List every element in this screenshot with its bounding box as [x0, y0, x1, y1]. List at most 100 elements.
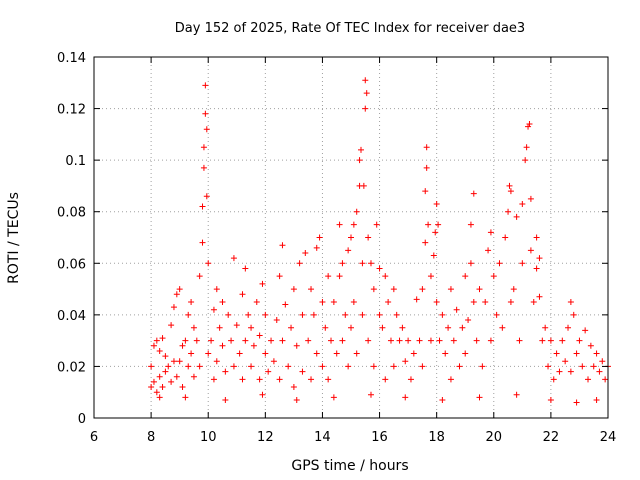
data-point: [228, 337, 235, 344]
data-point: [533, 265, 540, 272]
data-point: [219, 342, 226, 349]
data-point: [433, 200, 440, 207]
data-point: [325, 376, 332, 383]
data-point: [239, 376, 246, 383]
data-point: [536, 255, 543, 262]
chart-title: Day 152 of 2025, Rate Of TEC Index for r…: [175, 21, 525, 36]
data-point: [230, 255, 237, 262]
data-point: [353, 208, 360, 215]
data-point: [233, 322, 240, 329]
data-point: [222, 396, 229, 403]
data-point: [576, 337, 583, 344]
data-point: [242, 337, 249, 344]
data-point: [396, 337, 403, 344]
data-point: [376, 311, 383, 318]
data-point: [190, 373, 197, 380]
data-point: [256, 376, 263, 383]
data-point: [416, 337, 423, 344]
data-point: [248, 324, 255, 331]
data-point: [276, 273, 283, 280]
data-point: [259, 280, 266, 287]
data-point: [506, 182, 513, 189]
data-point: [313, 244, 320, 251]
data-point: [539, 337, 546, 344]
y-tick-label: 0.14: [57, 51, 86, 66]
data-point: [585, 376, 592, 383]
data-point: [330, 394, 337, 401]
data-point: [203, 126, 210, 133]
data-point: [162, 368, 169, 375]
data-point: [465, 317, 472, 324]
data-point: [190, 324, 197, 331]
data-point: [507, 298, 514, 305]
data-point: [148, 384, 155, 391]
data-point: [507, 188, 514, 195]
data-point: [185, 311, 192, 318]
data-point: [527, 195, 534, 202]
data-point: [330, 298, 337, 305]
data-point: [573, 399, 580, 406]
data-point: [213, 286, 220, 293]
x-tick-label: 6: [90, 430, 98, 445]
data-point: [350, 221, 357, 228]
data-point: [487, 337, 494, 344]
data-point: [357, 146, 364, 153]
data-point: [370, 286, 377, 293]
data-point: [402, 394, 409, 401]
data-point: [156, 373, 163, 380]
data-point: [213, 358, 220, 365]
data-point: [390, 286, 397, 293]
data-point: [373, 221, 380, 228]
data-point: [333, 350, 340, 357]
data-point: [153, 389, 160, 396]
data-point: [513, 213, 520, 220]
data-point: [173, 373, 180, 380]
data-point: [262, 311, 269, 318]
data-point: [559, 337, 566, 344]
data-point: [202, 110, 209, 117]
data-point: [282, 301, 289, 308]
data-point: [593, 396, 600, 403]
data-point: [439, 311, 446, 318]
x-tick-label: 18: [428, 430, 445, 445]
data-point: [413, 296, 420, 303]
data-point: [176, 358, 183, 365]
data-point: [353, 350, 360, 357]
data-point: [423, 144, 430, 151]
data-point: [510, 286, 517, 293]
data-point: [222, 368, 229, 375]
data-point: [582, 327, 589, 334]
data-point: [210, 306, 217, 313]
data-point: [490, 273, 497, 280]
data-point: [547, 396, 554, 403]
plot-frame: [93, 56, 609, 419]
data-point: [422, 239, 429, 246]
data-point: [367, 260, 374, 267]
data-point: [502, 234, 509, 241]
data-point: [387, 337, 394, 344]
data-point: [199, 203, 206, 210]
data-point: [399, 324, 406, 331]
y-axis-label: ROTI / TECUs: [6, 192, 22, 284]
data-point: [236, 350, 243, 357]
x-tick-label: 10: [200, 430, 217, 445]
data-point: [293, 342, 300, 349]
y-tick-label: 0.02: [57, 360, 86, 375]
data-point: [522, 157, 529, 164]
data-point: [302, 249, 309, 256]
data-point: [467, 221, 474, 228]
data-point: [363, 90, 370, 97]
data-point: [239, 291, 246, 298]
data-point: [450, 337, 457, 344]
data-point: [473, 337, 480, 344]
data-point: [376, 265, 383, 272]
data-point: [170, 304, 177, 311]
data-point: [348, 234, 354, 241]
data-point: [382, 376, 389, 383]
data-point: [202, 82, 209, 89]
data-point: [182, 394, 189, 401]
data-point: [447, 376, 454, 383]
data-point: [179, 384, 186, 391]
data-point: [542, 324, 549, 331]
data-point: [590, 363, 597, 370]
